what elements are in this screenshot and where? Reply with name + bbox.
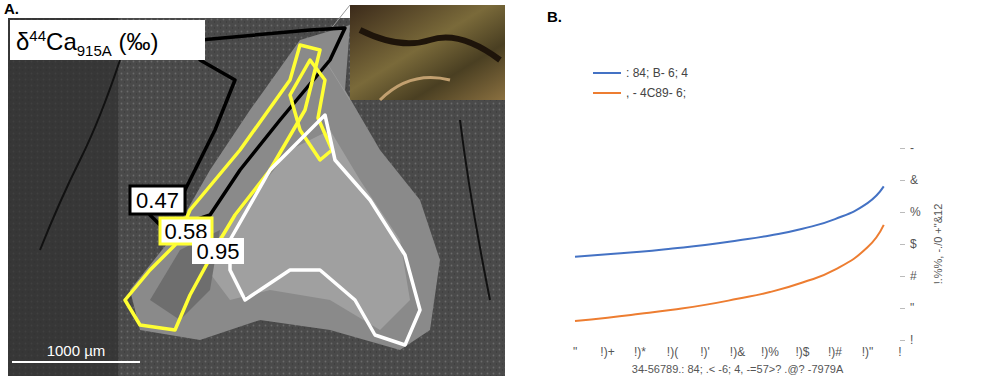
- svg-text:-: -: [910, 141, 914, 155]
- svg-text:34-56789.: 84; .< -6; 4, -=57>: 34-56789.: 84; .< -6; 4, -=57>? .@? -797…: [632, 363, 844, 375]
- svg-text:A.: A.: [4, 0, 19, 17]
- svg-text:$: $: [910, 237, 917, 251]
- svg-text:: 84; B- 6; 4: : 84; B- 6; 4: [626, 66, 688, 80]
- svg-text:!)+: !)+: [600, 345, 614, 359]
- svg-text:!: !: [910, 333, 913, 347]
- svg-text:": ": [573, 345, 577, 359]
- svg-text:!)#: !)#: [828, 345, 842, 359]
- svg-text:B.: B.: [547, 8, 562, 25]
- svg-text:, - 4C89- 6;: , - 4C89- 6;: [626, 86, 686, 100]
- svg-text:!)$: !)$: [795, 345, 809, 359]
- svg-text:!)": !)": [862, 345, 874, 359]
- svg-text:δ44Ca915A (‰): δ44Ca915A (‰): [16, 27, 158, 59]
- svg-text:!)*: !)*: [634, 345, 646, 359]
- svg-text:0.95: 0.95: [197, 239, 240, 264]
- svg-text:!: !: [898, 345, 901, 359]
- svg-text:0.58: 0.58: [164, 219, 208, 244]
- svg-text:!)(: !)(: [667, 345, 678, 359]
- svg-text:%: %: [910, 205, 921, 219]
- svg-text:!)&: !)&: [730, 345, 745, 359]
- svg-text:!)%: !)%: [761, 345, 779, 359]
- svg-text:": ": [910, 301, 914, 315]
- svg-text:!)': !)': [700, 345, 710, 359]
- svg-text:0.47: 0.47: [136, 188, 179, 213]
- svg-text:1000 µm: 1000 µm: [47, 342, 106, 359]
- svg-text:&: &: [910, 173, 918, 187]
- svg-text:#: #: [910, 269, 917, 283]
- svg-text:!.%%, -./0 +"&12: !.%%, -./0 +"&12: [932, 204, 944, 285]
